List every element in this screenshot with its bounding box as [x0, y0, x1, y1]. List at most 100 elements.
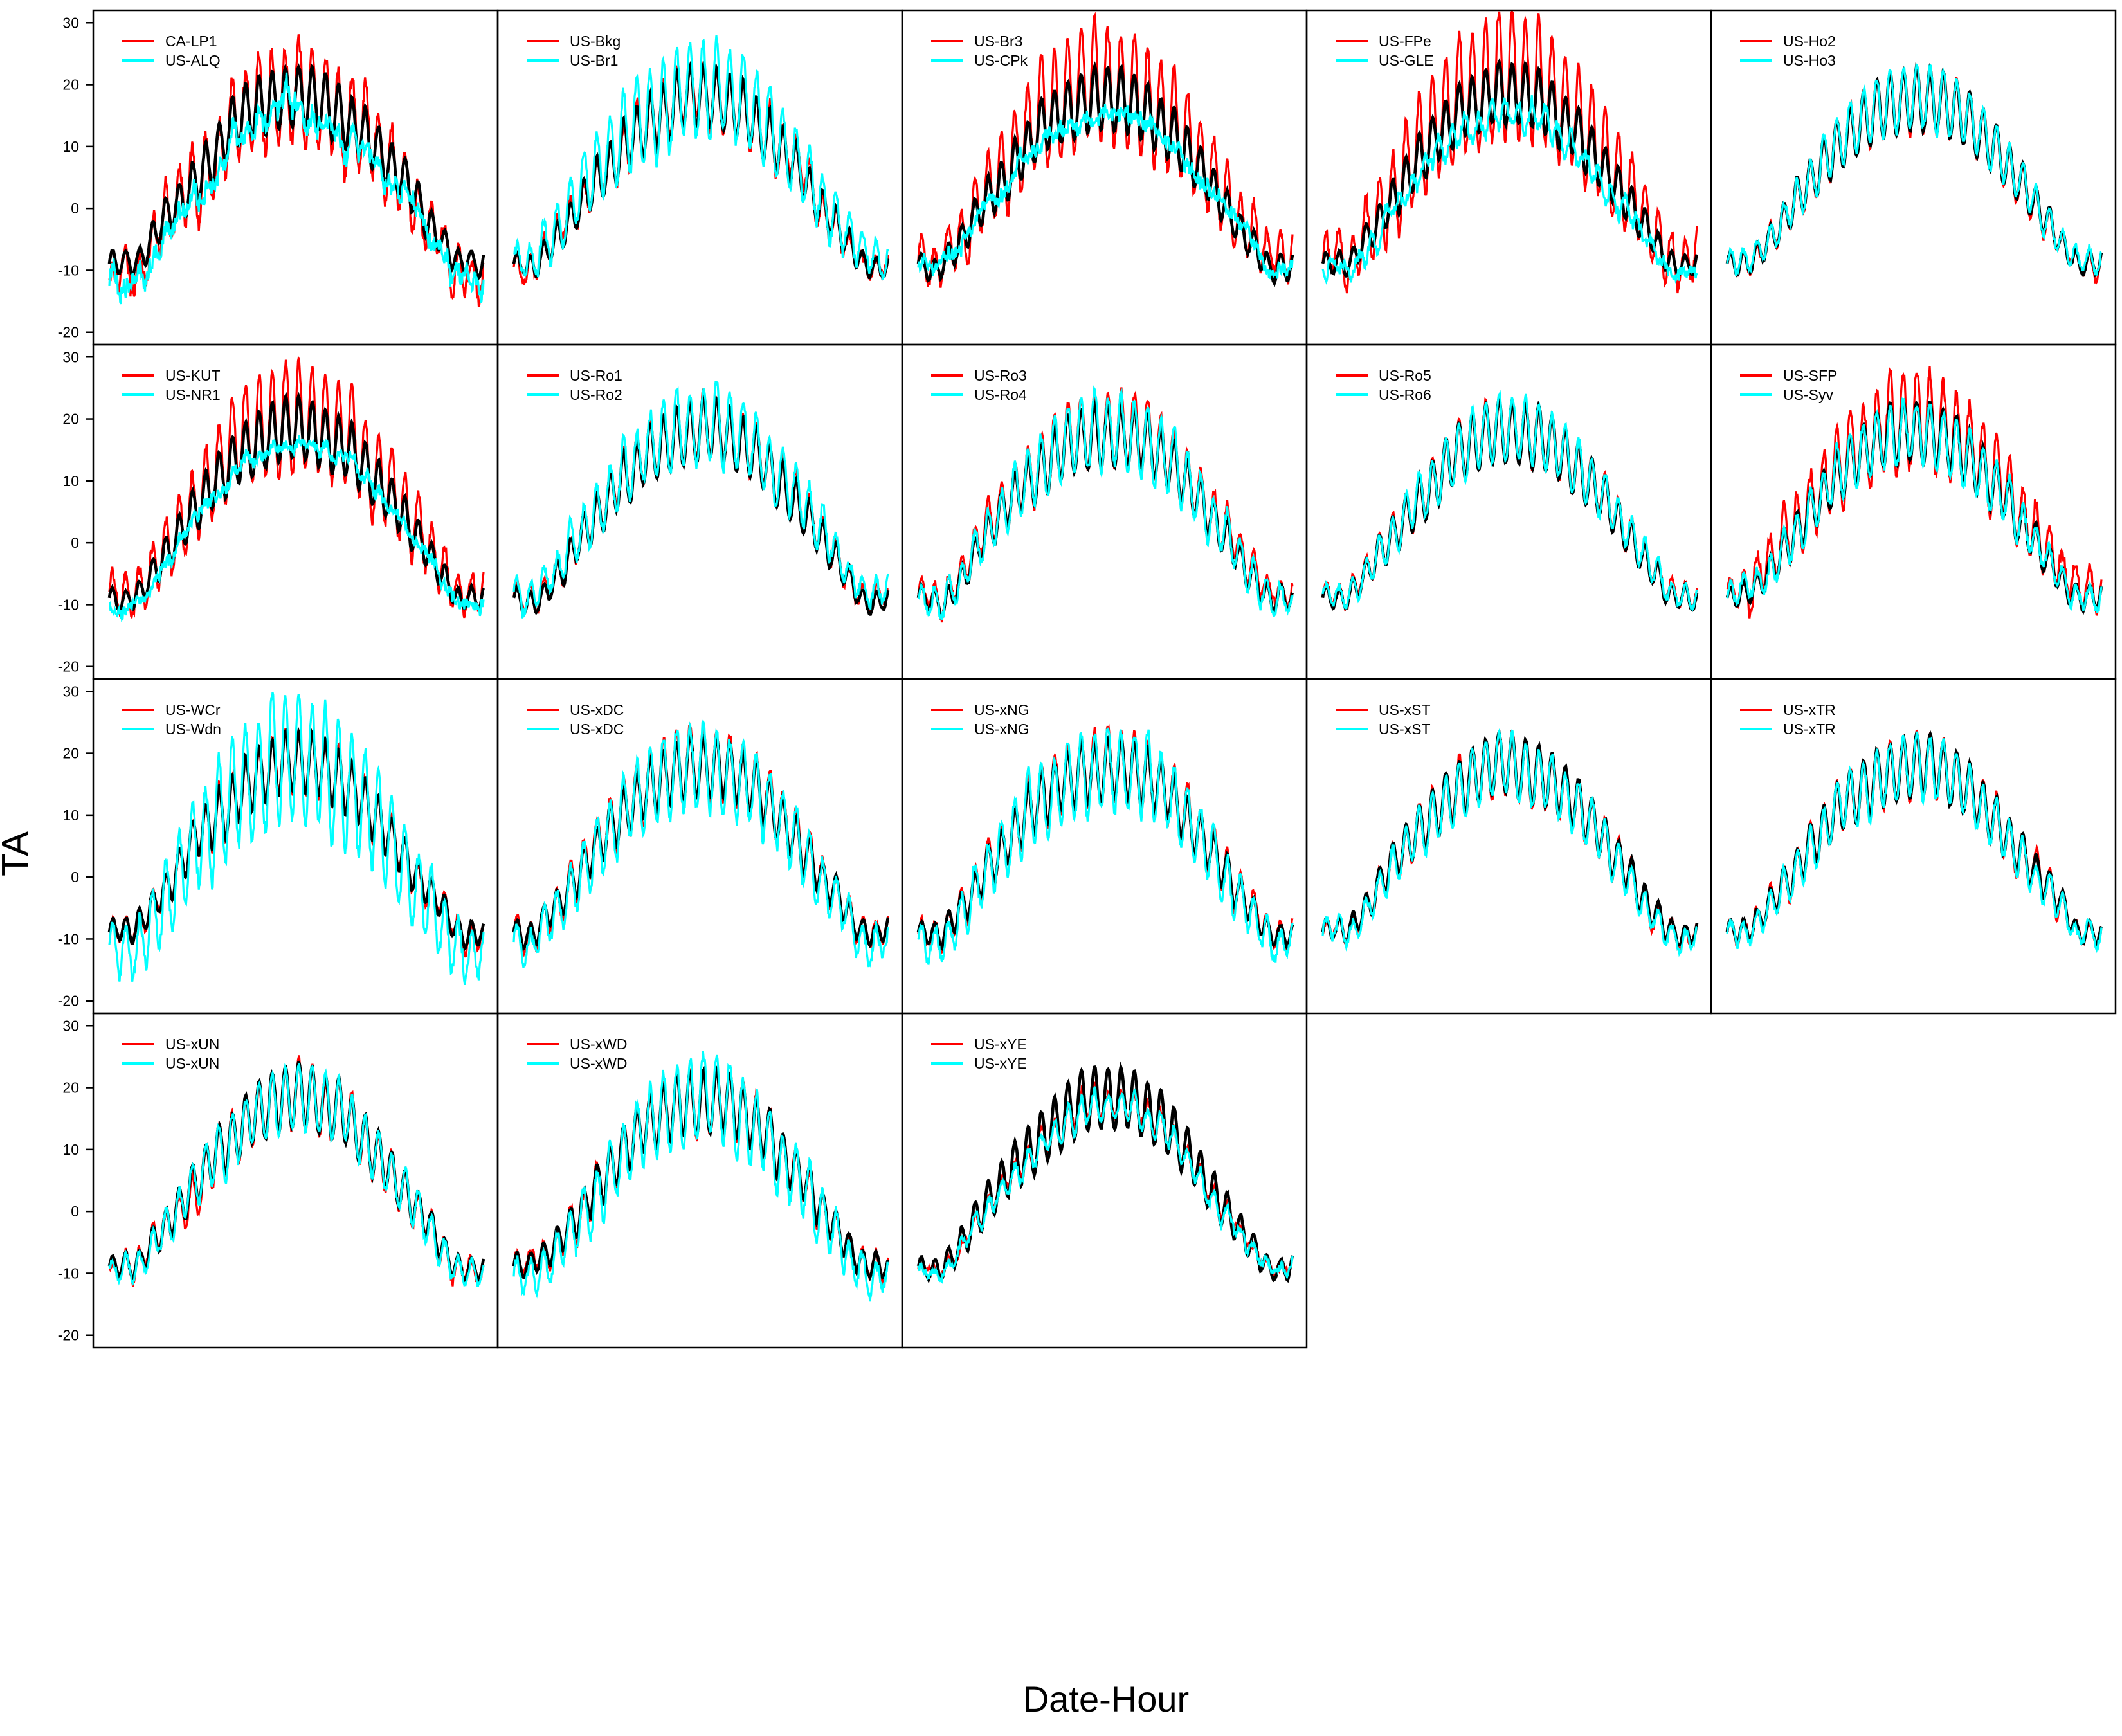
legend-label: US-NR1: [165, 386, 221, 403]
panels-layer: CA-LP1US-ALQ-20-100102030US-BkgUS-Br1US-…: [58, 9, 2117, 1349]
panel-legend: US-Ro3 US-Ro4: [931, 367, 1027, 403]
legend-label: US-xST: [1379, 721, 1431, 737]
y-tick-label: 20: [62, 1080, 79, 1096]
panel-series: [512, 381, 890, 619]
y-tick-label: -10: [58, 1265, 79, 1281]
series-line-cyan: [1726, 397, 2103, 613]
y-axis: -20 -10 0 10 20 30: [58, 348, 93, 675]
panel-series: [916, 723, 1294, 966]
y-tick-label: 30: [62, 683, 79, 700]
y-tick-label: -10: [58, 262, 79, 278]
legend-label: US-Syv: [1783, 386, 1833, 403]
panel-16: US-xUN US-xUN -20 -10 0 10 20 30: [58, 1012, 499, 1349]
panel-legend: US-xTR US-xTR: [1740, 701, 1836, 737]
legend-label: US-xTR: [1783, 721, 1836, 737]
legend-label: US-Bkg: [570, 33, 621, 50]
legend-label: US-xWD: [570, 1036, 627, 1053]
series-line-black: [107, 391, 485, 613]
legend-label: US-Wdn: [165, 721, 221, 737]
panel-frame: [901, 1012, 1308, 1349]
panel-series: [107, 692, 485, 986]
legend-label: US-Ro2: [570, 386, 622, 403]
legend-label: US-Ho2: [1783, 33, 1836, 50]
panel-4: US-FPe US-GLE: [1305, 9, 1712, 346]
series-line-cyan: [1726, 731, 2103, 954]
panel-series: [512, 1051, 890, 1302]
series-line-cyan: [1321, 95, 1698, 285]
panel-11: US-WCr US-Wdn -20 -10 0 10 20 30: [58, 678, 499, 1015]
panel-series: [916, 12, 1294, 288]
y-axis-title: TA: [0, 831, 36, 876]
legend-label: US-xUN: [165, 1036, 219, 1053]
series-line-black: [1321, 58, 1699, 278]
series-line-cyan: [512, 719, 889, 968]
legend-label: US-xNG: [974, 721, 1029, 737]
series-line-cyan: [1321, 728, 1698, 957]
panel-series: [107, 34, 485, 307]
panel-legend: US-WCr US-Wdn: [122, 701, 221, 737]
panel-8: US-Ro3 US-Ro4: [901, 343, 1308, 680]
panel-legend: US-xNG US-xNG: [931, 701, 1029, 737]
y-tick-label: 10: [62, 807, 79, 824]
panel-legend: US-Ro5 US-Ro6: [1336, 367, 1431, 403]
series-line-cyan: [512, 1051, 889, 1302]
legend-label: US-WCr: [165, 701, 221, 718]
panel-legend: US-Br3 US-CPk: [931, 33, 1028, 69]
panel-legend: US-xYE US-xYE: [931, 1036, 1027, 1072]
y-axis: -20 -10 0 10 20 30: [58, 1017, 93, 1344]
panel-7: US-Ro1 US-Ro2: [496, 343, 903, 680]
panel-legend: US-Ho2 US-Ho3: [1740, 33, 1836, 69]
y-tick-label: -10: [58, 930, 79, 947]
series-line-cyan: [513, 35, 889, 280]
panel-series: [1321, 10, 1699, 294]
panel-15: US-xTR US-xTR: [1710, 678, 2117, 1015]
legend-label: US-Ro6: [1379, 386, 1431, 403]
y-tick-label: 30: [62, 14, 79, 31]
panel-series: [1321, 728, 1699, 957]
legend-label: US-Ro4: [974, 386, 1027, 403]
legend-label: US-Ro3: [974, 367, 1027, 384]
legend-label: US-Br3: [974, 33, 1022, 50]
legend-label: US-xDC: [570, 701, 624, 718]
panel-legend: US-KUT US-NR1: [122, 367, 221, 403]
y-tick-label: 0: [71, 869, 79, 885]
panel-series: [107, 356, 485, 622]
legend-label: US-Ro1: [570, 367, 622, 384]
series-line-cyan: [918, 385, 1294, 620]
panel-17: US-xWD US-xWD: [496, 1012, 903, 1349]
panel-legend: US-Bkg US-Br1: [527, 33, 621, 69]
legend-label: US-KUT: [165, 367, 221, 384]
y-tick-label: -20: [58, 1327, 79, 1344]
legend-label: US-FPe: [1379, 33, 1431, 50]
series-line-cyan: [108, 72, 485, 305]
panel-series: [512, 35, 890, 286]
y-tick-label: -10: [58, 596, 79, 613]
series-line-cyan: [108, 692, 485, 986]
series-line-black: [512, 60, 890, 282]
x-axis-title: Date-Hour: [1023, 1679, 1189, 1719]
series-line-cyan: [108, 435, 485, 622]
panel-2: US-Bkg US-Br1: [496, 9, 903, 346]
panel-10: US-SFP US-Syv: [1710, 343, 2117, 680]
panel-legend: US-xDC US-xDC: [527, 701, 624, 737]
panel-6: US-KUT US-NR1 -20 -10 0 10 20 30: [58, 343, 499, 680]
series-line-red: [1321, 10, 1698, 294]
panel-series: [916, 1061, 1294, 1284]
series-line-red: [1726, 366, 2103, 619]
panel-legend: US-FPe US-GLE: [1336, 33, 1434, 69]
panel-5: US-Ho2 US-Ho3: [1710, 9, 2117, 346]
legend-label: US-xYE: [974, 1055, 1027, 1072]
series-line-black: [512, 730, 890, 952]
y-tick-label: 0: [71, 200, 79, 217]
y-tick-label: 20: [62, 411, 79, 428]
series-line-red: [917, 1081, 1293, 1283]
y-tick-label: 20: [62, 745, 79, 762]
legend-label: US-SFP: [1783, 367, 1837, 384]
panel-9: US-Ro5 US-Ro6: [1305, 343, 1712, 680]
panel-legend: US-xWD US-xWD: [527, 1036, 627, 1072]
series-line-cyan: [917, 104, 1294, 280]
panel-legend: US-Ro1 US-Ro2: [527, 367, 622, 403]
series-line-cyan: [512, 381, 889, 619]
panel-13: US-xNG US-xNG: [901, 678, 1308, 1015]
y-tick-label: 0: [71, 1203, 79, 1220]
